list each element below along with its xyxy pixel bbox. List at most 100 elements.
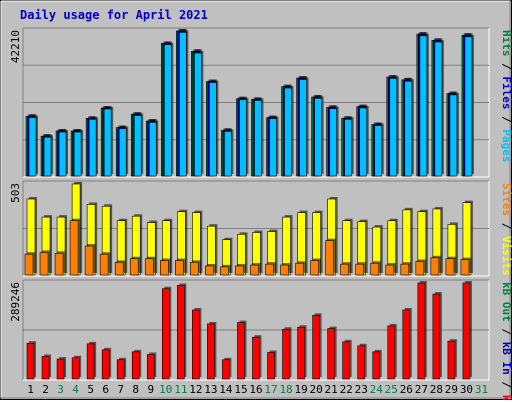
panel-top-legend: Hits / Files / Pages bbox=[500, 30, 512, 163]
bar-kb-f bbox=[237, 322, 245, 380]
bar-kb-f bbox=[101, 349, 110, 380]
day-label: 10 bbox=[159, 383, 172, 396]
chart-panels: 42210 Hits / Files / Pages 503 Sites / Visi… bbox=[9, 27, 512, 405]
bar-pages bbox=[224, 131, 232, 177]
day-label: 18 bbox=[279, 383, 292, 396]
day-label: 1 bbox=[27, 383, 34, 396]
panel-middle: 503 Sites / Visits bbox=[9, 180, 512, 277]
bar-kb-f bbox=[71, 357, 80, 380]
panel-top: 42210 Hits / Files / Pages bbox=[9, 27, 512, 178]
bar-sites bbox=[445, 258, 455, 276]
bar-pages bbox=[464, 36, 473, 177]
bar-kb-f bbox=[462, 282, 471, 380]
bar-pages bbox=[88, 119, 97, 177]
day-label: 30 bbox=[460, 383, 473, 396]
day-label: 3 bbox=[57, 383, 64, 396]
bar-sites bbox=[415, 261, 425, 276]
bar-kb-f bbox=[447, 340, 456, 380]
bar-pages bbox=[239, 99, 247, 177]
bar-pages bbox=[449, 94, 458, 177]
bar-sites bbox=[144, 258, 154, 276]
bar-sites bbox=[250, 264, 259, 276]
day-label: 12 bbox=[189, 383, 202, 396]
bar-sites bbox=[24, 253, 34, 276]
bar-sites bbox=[190, 262, 199, 276]
bar-kb-f bbox=[297, 326, 305, 380]
bar-sites bbox=[54, 252, 64, 276]
bar-sites bbox=[295, 262, 304, 276]
bar-sites bbox=[159, 260, 169, 276]
bar-kb-f bbox=[387, 325, 396, 380]
bar-pages bbox=[28, 117, 37, 177]
bar-sites bbox=[460, 259, 470, 276]
bar-pages bbox=[43, 136, 52, 177]
bar-pages bbox=[194, 52, 202, 177]
bar-kb-f bbox=[327, 328, 335, 380]
day-label: 14 bbox=[219, 383, 233, 396]
legend-files: Files bbox=[500, 76, 512, 109]
bar-kb-f bbox=[252, 336, 260, 380]
bar-sites bbox=[114, 262, 124, 276]
bar-kb-f bbox=[41, 356, 50, 380]
legend-separator: / bbox=[500, 375, 512, 395]
bar-pages bbox=[118, 128, 127, 177]
bar-sites bbox=[205, 265, 214, 276]
bar-kb-f bbox=[177, 285, 185, 380]
bar-pages bbox=[209, 82, 217, 177]
day-label: 23 bbox=[355, 383, 368, 396]
bar-sites bbox=[430, 257, 440, 276]
legend-separator: / bbox=[500, 57, 512, 77]
bar-sites bbox=[370, 262, 380, 276]
bar-sites bbox=[129, 258, 139, 276]
bar-kb-f bbox=[161, 288, 170, 380]
chart-title: Daily usage for April 2021 bbox=[20, 8, 208, 22]
bar-sites bbox=[175, 260, 184, 276]
bar-kb-f bbox=[192, 309, 200, 380]
bar-pages bbox=[103, 108, 112, 177]
legend-visits: Visits bbox=[500, 236, 512, 276]
bar-pages bbox=[344, 119, 352, 177]
bar-kb-f bbox=[86, 343, 95, 380]
bar-sites bbox=[355, 263, 365, 276]
panel-bottom-max-label: 289246 bbox=[9, 282, 22, 322]
bar-sites bbox=[280, 264, 289, 276]
bar-pages bbox=[389, 78, 398, 177]
legend-kb-f: kB F bbox=[500, 395, 512, 400]
bar-pages bbox=[314, 98, 322, 177]
bar-pages bbox=[359, 107, 368, 177]
bar-pages bbox=[434, 41, 443, 177]
x-axis-day-labels: 1 2 3 4 5 6 7 8 9 10 11 12 13 14 15 16 17 18 19 20 21 22 23 24 2… bbox=[27, 383, 488, 396]
day-label: 24 bbox=[370, 383, 384, 396]
bar-pages bbox=[284, 87, 292, 177]
bar-kb-f bbox=[417, 282, 426, 380]
day-label: 15 bbox=[234, 383, 247, 396]
day-label: 25 bbox=[385, 383, 398, 396]
day-label: 7 bbox=[117, 383, 124, 396]
day-label: 31 bbox=[475, 383, 488, 396]
day-label: 6 bbox=[102, 383, 109, 396]
legend-sites: Sites bbox=[500, 183, 512, 216]
panel-bottom-legend: kB Out / kB In / kB F bbox=[500, 282, 512, 400]
day-label: 17 bbox=[264, 383, 277, 396]
bar-sites bbox=[400, 263, 410, 276]
bar-kb-f bbox=[267, 352, 275, 380]
day-label: 4 bbox=[72, 383, 79, 396]
bar-sites bbox=[69, 220, 79, 276]
day-label: 9 bbox=[147, 383, 154, 396]
day-label: 16 bbox=[249, 383, 262, 396]
legend-kb-in: kB In bbox=[500, 342, 512, 375]
bar-sites bbox=[99, 253, 109, 276]
day-label: 8 bbox=[132, 383, 139, 396]
bar-kb-f bbox=[402, 309, 411, 380]
bar-sites bbox=[84, 245, 94, 276]
bar-kb-f bbox=[56, 358, 65, 380]
day-label: 5 bbox=[87, 383, 94, 396]
panel-top-max-label: 42210 bbox=[9, 30, 22, 63]
day-label: 26 bbox=[400, 383, 413, 396]
day-label: 2 bbox=[42, 383, 49, 396]
bar-sites bbox=[340, 263, 349, 276]
bar-kb-f bbox=[432, 293, 441, 380]
